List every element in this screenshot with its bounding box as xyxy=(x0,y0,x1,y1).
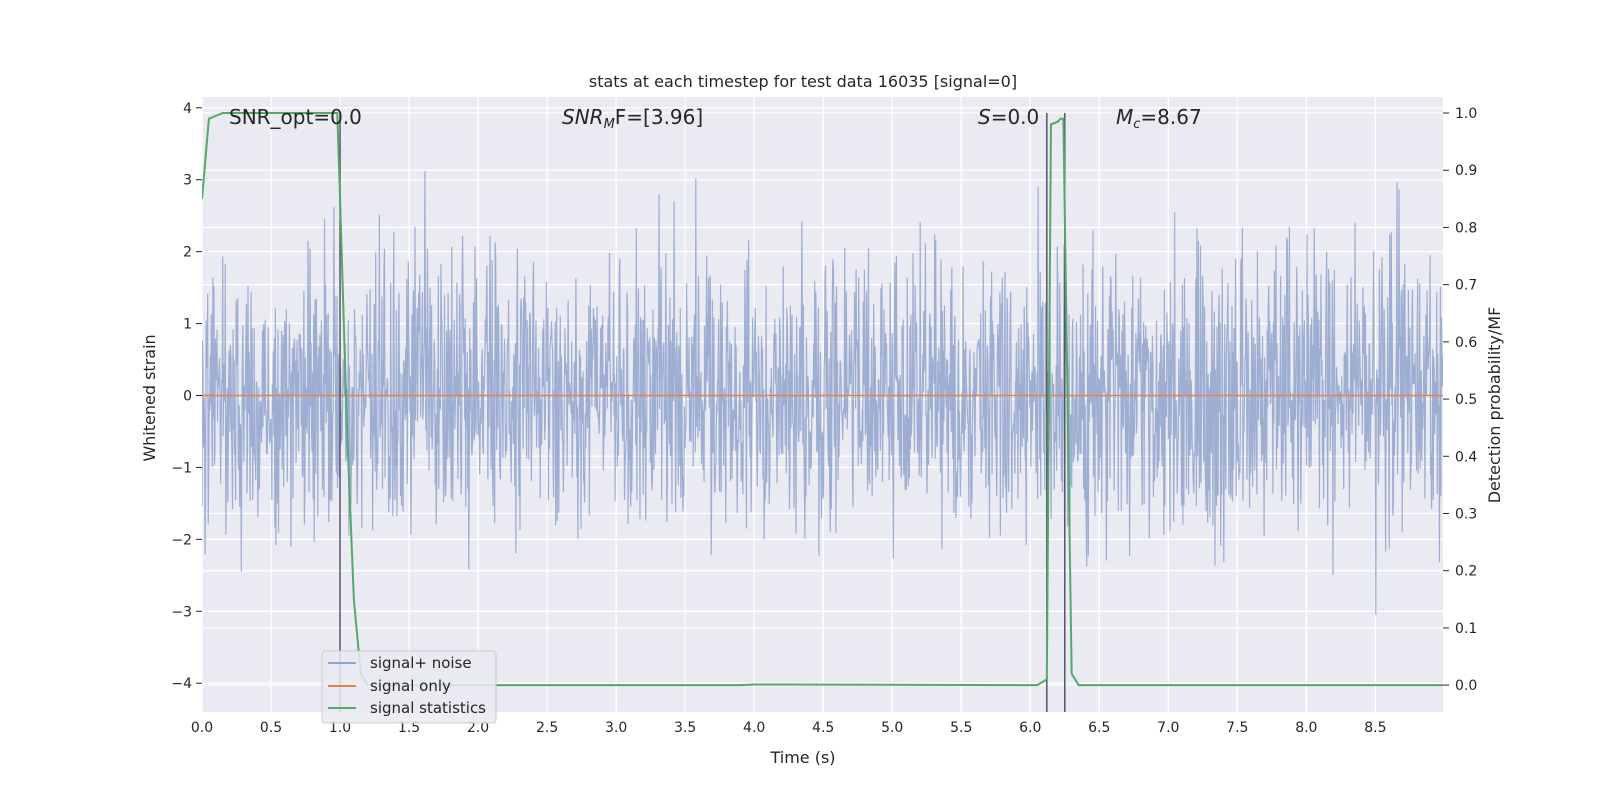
y-left-tick-label: 0 xyxy=(183,389,192,405)
x-tick-label: 7.5 xyxy=(1226,720,1248,736)
signal-statistics-series xyxy=(202,112,1443,687)
x-tick-label: 5.0 xyxy=(881,720,903,736)
y-right-tick-label: 1.0 xyxy=(1455,106,1477,122)
legend-label-signal-noise: signal+ noise xyxy=(370,654,472,672)
y-left-tick-label: −4 xyxy=(171,676,192,692)
mc-tail: =8.67 xyxy=(1140,105,1201,129)
mc-main: M xyxy=(1116,105,1133,129)
s-main: S xyxy=(978,105,991,129)
y-left-tick-label: 2 xyxy=(183,245,192,261)
x-tick-label: 0.0 xyxy=(191,720,213,736)
x-tick-label: 8.5 xyxy=(1364,720,1386,736)
x-tick-label: 5.5 xyxy=(950,720,972,736)
x-tick-label: 6.0 xyxy=(1019,720,1041,736)
snr-mf-sub: M xyxy=(604,117,615,132)
mc-annotation: Mc=8.67 xyxy=(1116,105,1202,132)
x-tick-label: 3.0 xyxy=(605,720,627,736)
y-right-tick-label: 0.2 xyxy=(1455,564,1477,580)
s-tail: =0.0 xyxy=(991,105,1040,129)
x-tick-label: 1.5 xyxy=(398,720,420,736)
mc-sub: c xyxy=(1133,117,1140,132)
y-left-tick-label: 1 xyxy=(183,317,192,333)
y-left-tick-label: 4 xyxy=(183,101,192,117)
snr-opt-annotation: SNR_opt=0.0 xyxy=(229,105,362,129)
y-right-tick-label: 0.8 xyxy=(1455,220,1477,236)
x-tick-label: 2.0 xyxy=(467,720,489,736)
y-right-tick-label: 0.5 xyxy=(1455,392,1477,408)
x-tick-label: 0.5 xyxy=(260,720,282,736)
s-annotation: S=0.0 xyxy=(978,105,1039,129)
x-axis-label: Time (s) xyxy=(769,748,835,767)
y-left-tick-label: −1 xyxy=(171,460,192,476)
x-tick-label: 2.5 xyxy=(536,720,558,736)
chart-title: stats at each timestep for test data 160… xyxy=(589,72,1017,91)
x-tick-label: 3.5 xyxy=(674,720,696,736)
signal-statistics-line xyxy=(202,112,1443,687)
y-left-tick-label: 3 xyxy=(183,173,192,189)
x-tick-label: 6.5 xyxy=(1088,720,1110,736)
y-left-axis-ticks: 4 3 2 1 0 −1 −2 −3 −4 xyxy=(171,101,202,692)
signal-noise-line xyxy=(202,171,1443,616)
x-tick-label: 1.0 xyxy=(329,720,351,736)
legend-box xyxy=(321,650,497,724)
y-left-axis-label: Whitened strain xyxy=(140,334,159,461)
y-left-tick-label: −3 xyxy=(171,604,192,620)
legend: signal+ noise signal only signal statist… xyxy=(321,650,497,724)
snr-mf-main: SNR xyxy=(562,105,604,129)
x-axis-ticks: 0.0 0.5 1.0 1.5 2.0 2.5 3.0 3.5 4.0 4.5 5.0 5.5 6.0 6… xyxy=(191,720,1387,736)
snr-mf-annotation: SNRMF=[3.96] xyxy=(562,105,703,132)
x-tick-label: 7.0 xyxy=(1157,720,1179,736)
legend-label-signal-statistics: signal statistics xyxy=(370,699,486,717)
y-right-tick-label: 0.0 xyxy=(1455,678,1477,694)
y-left-tick-label: −2 xyxy=(171,532,192,548)
x-tick-label: 4.5 xyxy=(812,720,834,736)
x-tick-label: 8.0 xyxy=(1295,720,1317,736)
signal-noise-series xyxy=(202,171,1443,616)
x-tick-label: 4.0 xyxy=(743,720,765,736)
legend-label-signal-only: signal only xyxy=(370,677,451,695)
y-right-tick-label: 0.4 xyxy=(1455,449,1477,465)
y-right-axis-ticks: 1.0 0.9 0.8 0.7 0.6 0.5 0.4 0.3 0.2 0.1 0.0 xyxy=(1443,106,1477,694)
y-right-tick-label: 0.9 xyxy=(1455,163,1477,179)
y-right-tick-label: 0.7 xyxy=(1455,278,1477,294)
y-right-axis-label: Detection probability/MF xyxy=(1485,307,1504,504)
y-right-tick-label: 0.3 xyxy=(1455,506,1477,522)
snr-mf-tail: F=[3.96] xyxy=(615,105,703,129)
y-right-tick-label: 0.6 xyxy=(1455,335,1477,351)
y-right-tick-label: 0.1 xyxy=(1455,621,1477,637)
